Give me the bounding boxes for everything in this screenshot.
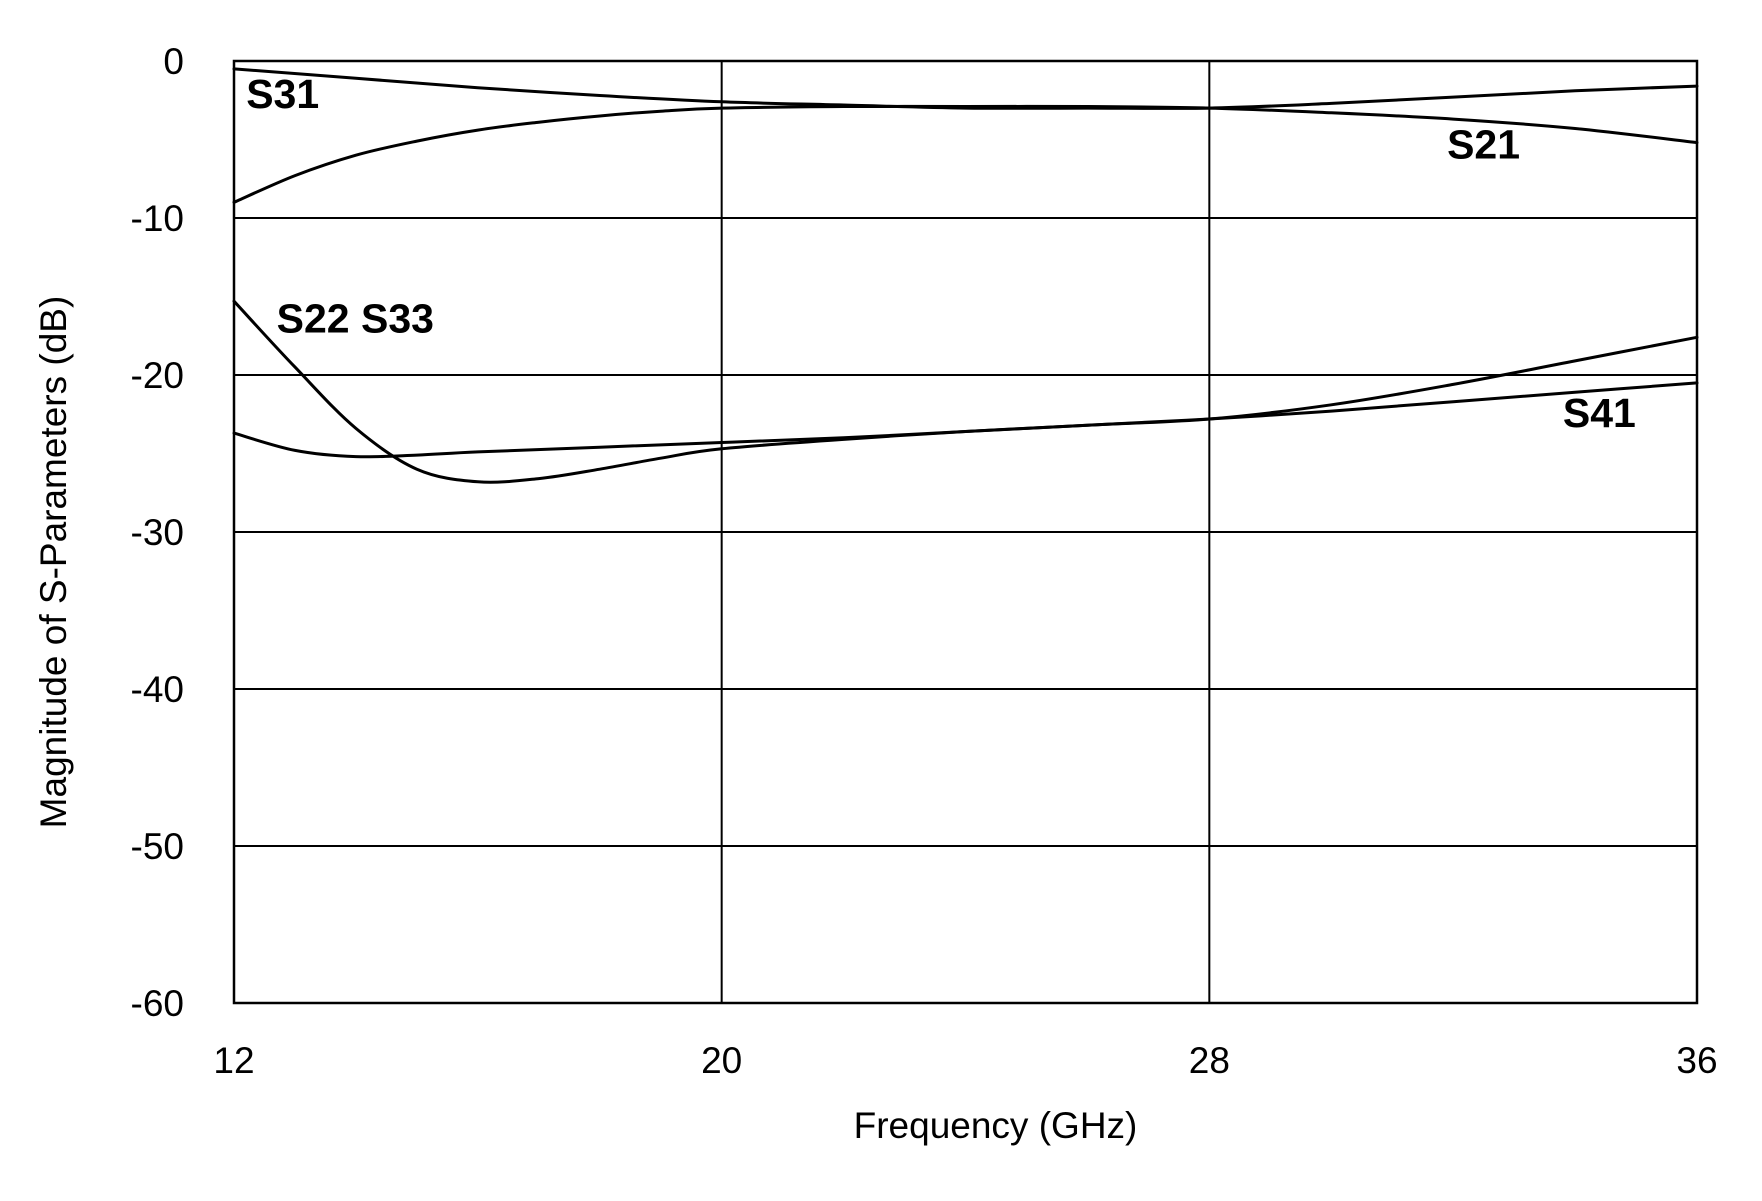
y-tick-label: -40 <box>131 669 184 710</box>
y-tick-label: -50 <box>131 826 184 867</box>
y-tick-label: -20 <box>131 355 184 396</box>
y-tick-label: -60 <box>131 983 184 1024</box>
y-tick-label: -10 <box>131 198 184 239</box>
series-line-s31 <box>232 67 1699 110</box>
x-axis-title: Frequency (GHz) <box>854 1105 1138 1146</box>
series-label-s31: S31 <box>246 71 319 117</box>
y-tick-labels: 0 -10 -20 -30 -40 -50 -60 <box>131 41 184 1024</box>
x-tick-label: 36 <box>1676 1040 1717 1081</box>
y-axis-title: Magnitude of S-Parameters (dB) <box>33 296 74 829</box>
grid-layer <box>234 61 1697 1003</box>
series-line-s33 <box>232 381 1699 459</box>
series-annotations: S31 S21 S22 S33 S41 <box>246 71 1636 436</box>
plot-area-frame <box>232 59 1699 1005</box>
series-label-s21: S21 <box>1447 121 1520 167</box>
y-tick-label: 0 <box>163 41 184 82</box>
y-tick-label: -30 <box>131 512 184 553</box>
series-line-s22 <box>232 299 1699 484</box>
x-tick-label: 20 <box>701 1040 742 1081</box>
x-tick-label: 28 <box>1189 1040 1230 1081</box>
x-tick-label: 12 <box>213 1040 254 1081</box>
x-tick-labels: 12 20 28 36 <box>213 1040 1717 1081</box>
series-label-s22-s33: S22 S33 <box>277 296 434 342</box>
series-layer <box>232 67 1699 484</box>
series-line-s21 <box>232 104 1699 204</box>
series-label-s41: S41 <box>1563 390 1636 436</box>
